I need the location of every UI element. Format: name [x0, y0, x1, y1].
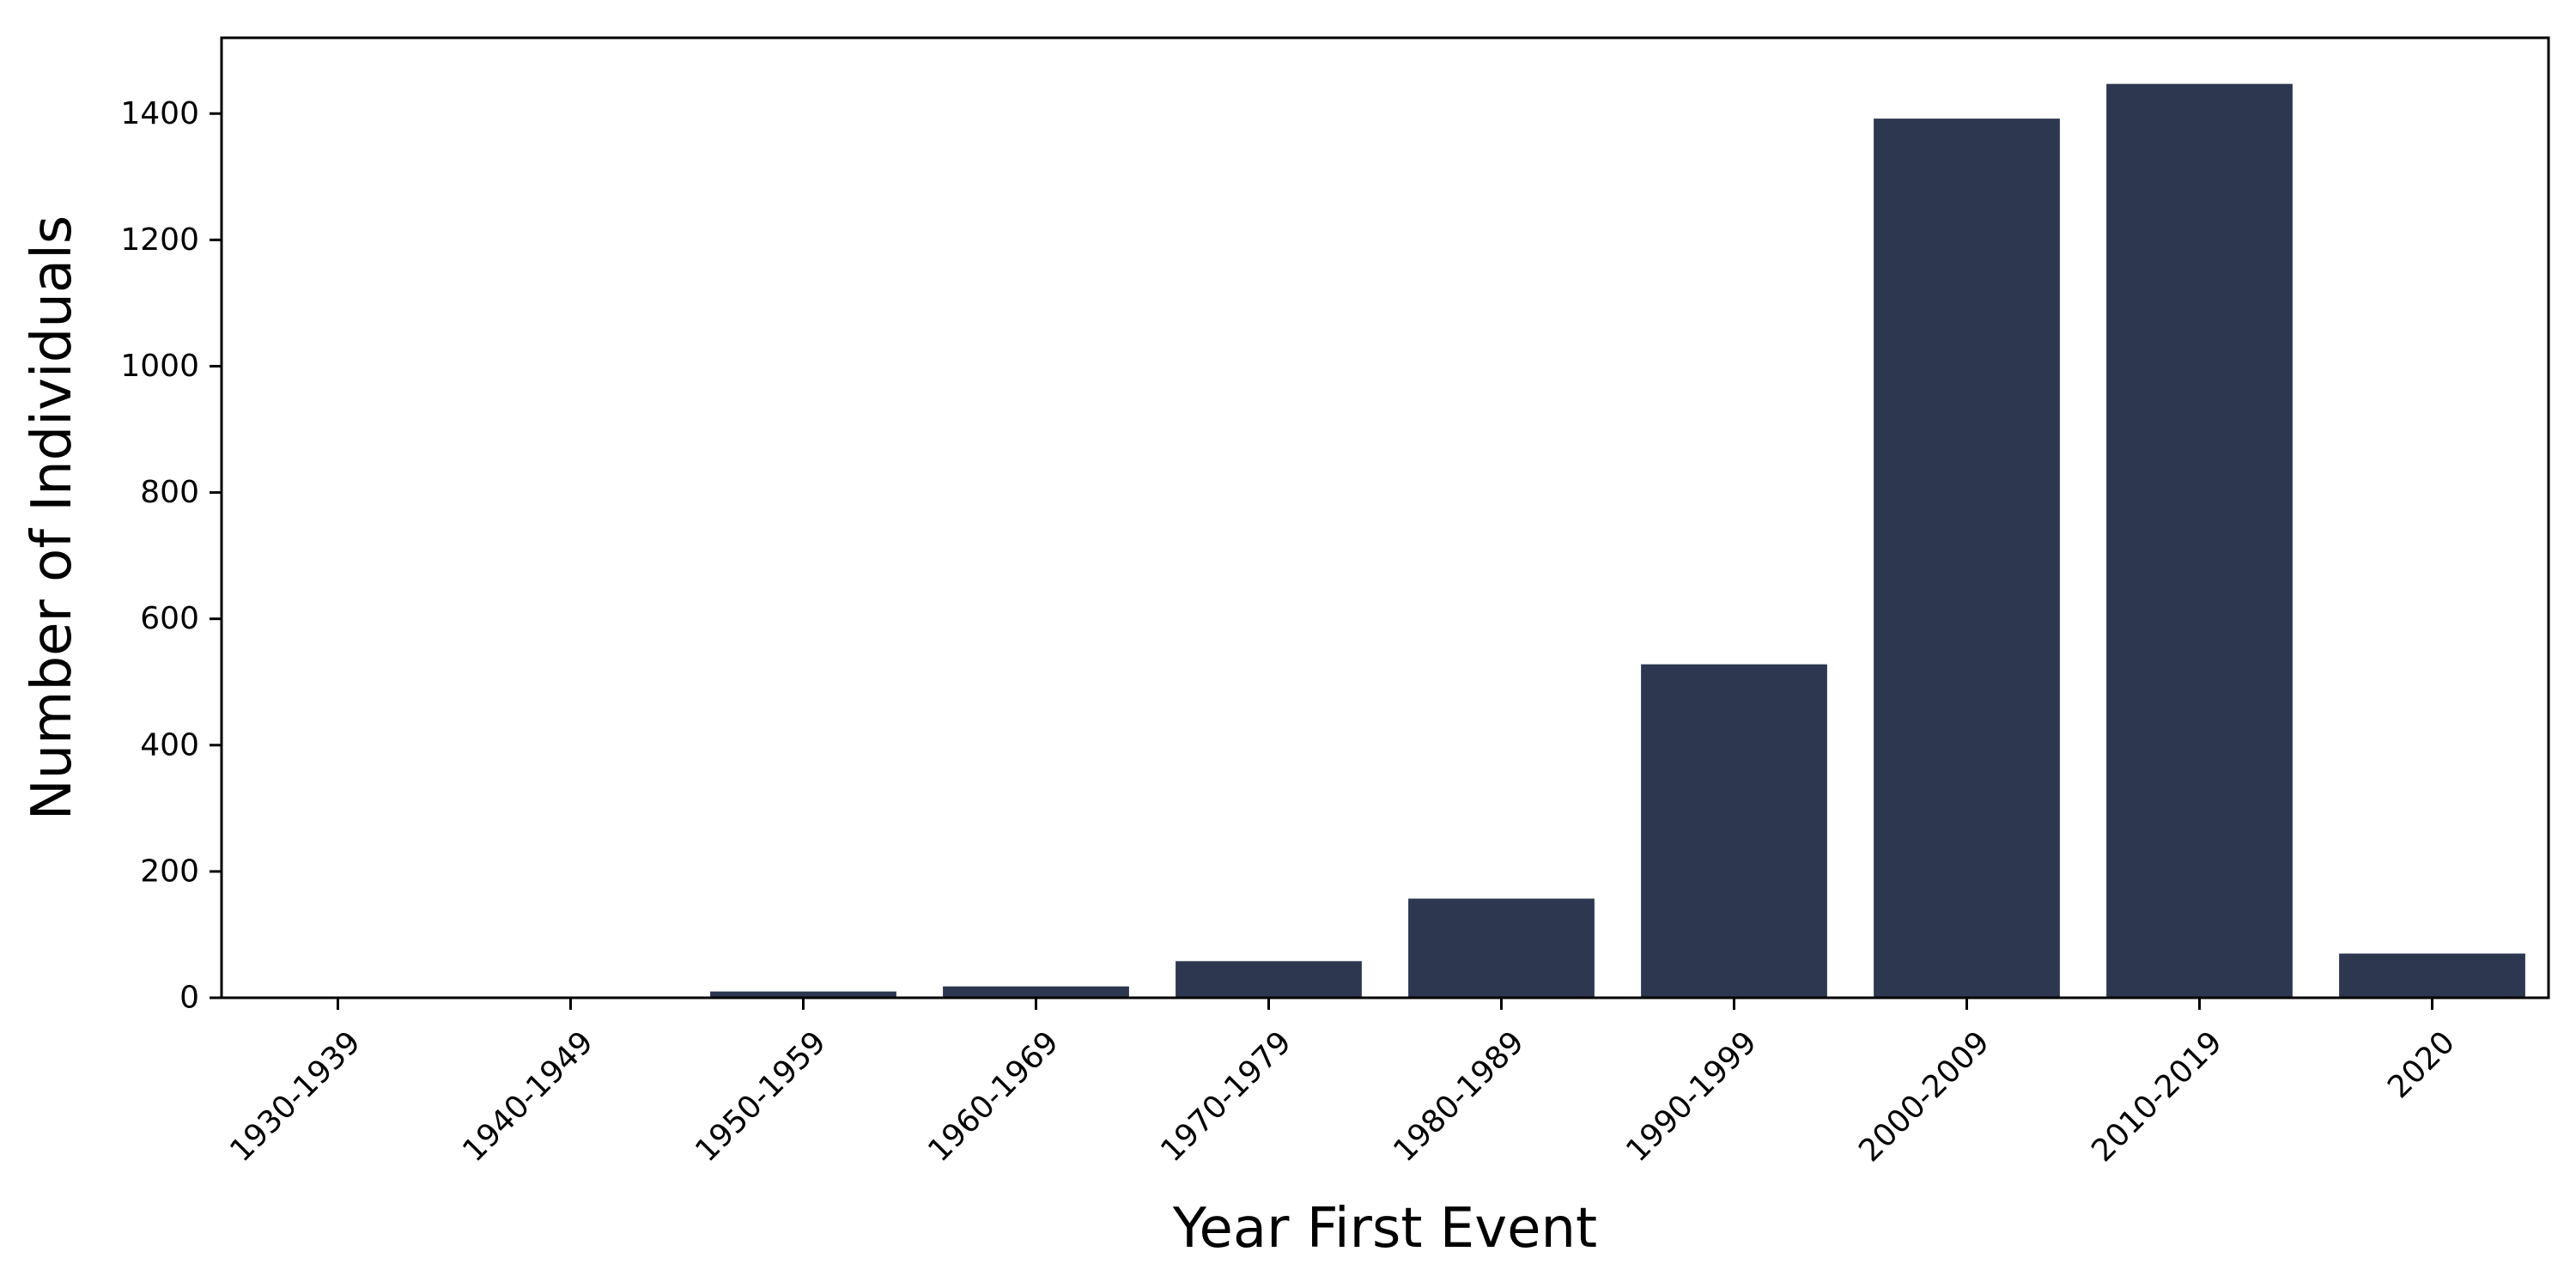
bar-1960-1969	[943, 986, 1129, 998]
y-tick-label: 1000	[120, 349, 199, 384]
x-tick-label: 1930-1939	[223, 1024, 368, 1169]
bar-1970-1979	[1176, 961, 1362, 998]
x-tick-label: 1940-1949	[456, 1024, 600, 1169]
y-tick-label: 200	[140, 854, 199, 889]
y-tick-label: 0	[179, 981, 199, 1016]
y-tick-label: 800	[140, 475, 199, 510]
y-axis-ticks: 0 200 400 600 800 1000 1200 1400	[120, 96, 222, 1016]
bar-2010-2019	[2106, 83, 2293, 999]
y-tick-label: 600	[140, 601, 199, 636]
bar-2000-2009	[1874, 118, 2060, 999]
x-tick-label: 2000-2009	[1852, 1024, 1996, 1169]
x-tick-label: 1950-1959	[689, 1024, 833, 1169]
x-tick-label: 1990-1999	[1619, 1024, 1764, 1169]
x-axis-title: Year First Event	[1172, 1197, 1597, 1261]
bar-1950-1959	[710, 991, 896, 998]
y-tick-label: 1200	[120, 222, 199, 258]
x-tick-label: 2020	[2381, 1024, 2462, 1105]
x-tick-label: 1960-1969	[921, 1024, 1066, 1169]
x-tick-label: 1980-1989	[1387, 1024, 1531, 1169]
y-tick-label: 400	[140, 727, 199, 762]
x-tick-label: 1970-1979	[1154, 1024, 1298, 1169]
plot-frame	[220, 36, 2550, 999]
y-tick-label: 1400	[120, 96, 199, 131]
bar-1980-1989	[1408, 898, 1595, 998]
y-axis-title: Number of Individuals	[21, 216, 84, 821]
bar-2020	[2339, 953, 2525, 998]
bar-1990-1999	[1641, 664, 1827, 998]
x-axis-ticks: 1930-1939 1940-1949 1950-1959 1960-1969 1970…	[223, 998, 2462, 1169]
x-tick-label: 2010-2019	[2085, 1024, 2229, 1169]
bars-layer	[245, 83, 2525, 999]
